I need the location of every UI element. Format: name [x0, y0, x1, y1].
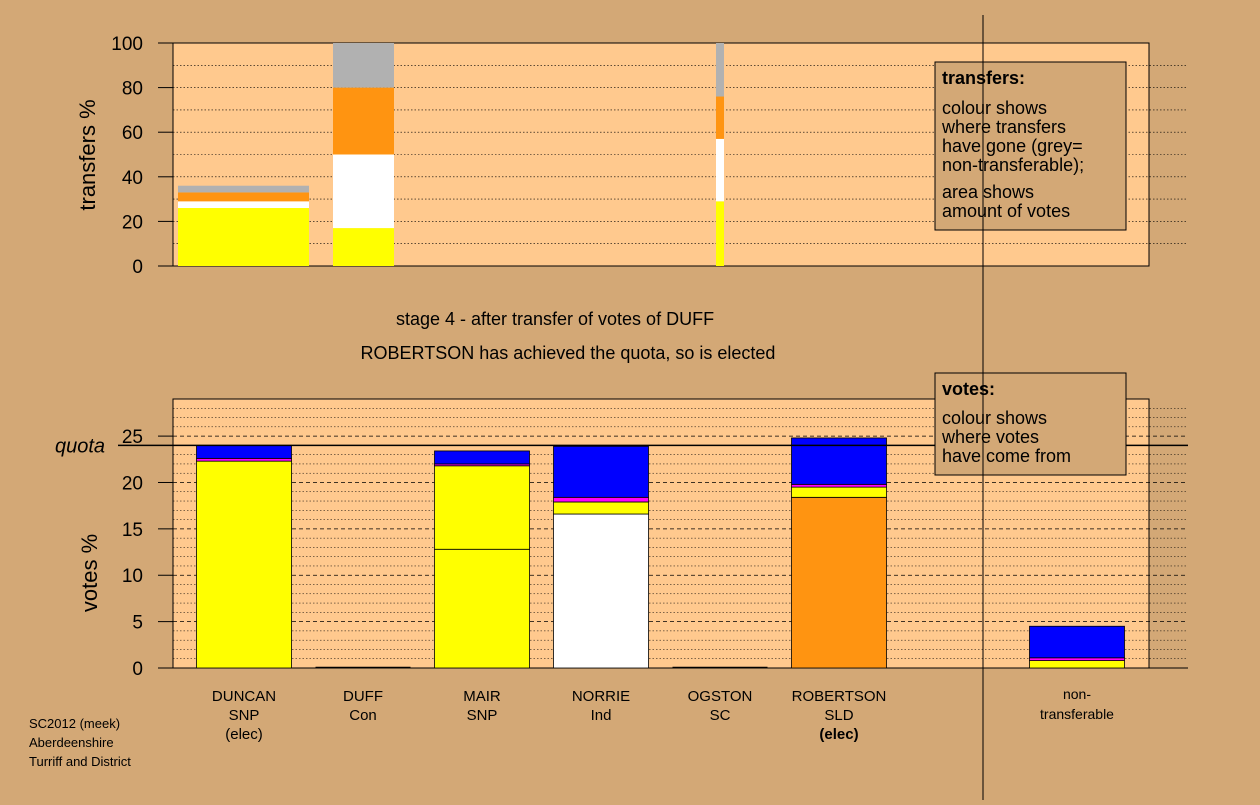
candidate-name: non- [1063, 686, 1091, 702]
transfer-bars [178, 43, 724, 266]
transfers-legend-line: area shows [942, 182, 1034, 202]
transfer-segment [178, 208, 309, 266]
transfers-legend-line: non-transferable); [942, 155, 1084, 175]
candidate-labels: DUNCAN SNP (elec) DUFF Con MAIR SNP NORR… [212, 686, 1114, 743]
transfers-legend-line: have gone (grey= [942, 136, 1083, 156]
candidate-party: SNP [229, 707, 260, 724]
bottom-y-axis: 0 5 10 15 20 25 [122, 427, 173, 680]
transfer-segment [333, 43, 394, 88]
stage-description: stage 4 - after transfer of votes of DUF… [396, 309, 714, 329]
votes-legend-line: have come from [942, 446, 1071, 466]
vote-segment [196, 460, 292, 669]
candidate-name: OGSTON [688, 688, 753, 705]
transfer-segment [333, 154, 394, 229]
candidate-party: SC [710, 707, 731, 724]
votes-legend-line: colour shows [942, 408, 1047, 428]
footer-line: Turriff and District [29, 754, 131, 769]
vote-segment [791, 496, 887, 669]
transfer-segment [333, 228, 394, 266]
candidate-name: MAIR [463, 688, 501, 705]
candidate-party: transferable [1040, 706, 1114, 722]
transfers-legend-title: transfers: [942, 68, 1025, 88]
candidate-name: DUFF [343, 688, 383, 705]
votes-legend: votes: colour shows where votes have com… [934, 372, 1127, 476]
transfers-legend-line: where transfers [941, 117, 1066, 137]
vote-segment [791, 486, 887, 498]
vote-segment [553, 501, 649, 515]
candidate-party: Ind [591, 707, 612, 724]
y-tick-label: 20 [122, 473, 143, 494]
votes-legend-line: where votes [941, 427, 1039, 447]
transfers-legend-line: colour shows [942, 98, 1047, 118]
y-tick-label: 25 [122, 427, 143, 448]
candidate-party: Con [349, 707, 377, 724]
y-tick-label: 40 [122, 168, 143, 189]
transfer-segment [178, 201, 309, 209]
vote-segment [553, 445, 649, 498]
transfer-segment [716, 138, 724, 202]
vote-segment [553, 513, 649, 669]
footer-line: Aberdeenshire [29, 735, 114, 750]
y-tick-label: 100 [111, 34, 143, 55]
y-tick-label: 0 [132, 659, 143, 680]
transfer-segment [178, 185, 309, 193]
vote-segment [1029, 660, 1125, 669]
vote-segment [434, 548, 530, 669]
transfer-segment [178, 192, 309, 202]
y-tick-label: 15 [122, 520, 143, 541]
transfer-segment [333, 87, 394, 155]
transfer-segment [716, 96, 724, 139]
vote-segment [196, 444, 292, 459]
candidate-party: SNP [467, 707, 498, 724]
vote-segment [196, 457, 292, 462]
quota-label: quota [55, 435, 105, 457]
transfer-segment [716, 43, 724, 97]
transfer-segment [716, 201, 724, 266]
top-y-axis-label: transfers % [75, 99, 100, 210]
y-tick-label: 20 [122, 212, 143, 233]
vote-segment [434, 450, 530, 465]
stage-result: ROBERTSON has achieved the quota, so is … [361, 343, 776, 363]
transfers-legend-line: amount of votes [942, 201, 1070, 221]
y-tick-label: 5 [132, 613, 143, 634]
bottom-y-axis-label: votes % [77, 534, 102, 612]
transfers-legend: transfers: colour shows where transfers … [934, 61, 1127, 231]
candidate-name: NORRIE [572, 688, 630, 705]
votes-legend-title: votes: [942, 379, 995, 399]
vote-segment [553, 496, 649, 503]
vote-segment [434, 465, 530, 550]
y-tick-label: 0 [132, 257, 143, 278]
vote-segment [1029, 625, 1125, 659]
vote-segment [1029, 657, 1125, 661]
y-tick-label: 80 [122, 79, 143, 100]
vote-segment [791, 483, 887, 488]
candidate-status: (elec) [819, 726, 858, 743]
y-tick-label: 60 [122, 123, 143, 144]
top-y-axis: 0 20 40 60 80 100 [111, 34, 173, 278]
candidate-party: SLD [824, 707, 853, 724]
footer-line: SC2012 (meek) [29, 716, 120, 731]
y-tick-label: 10 [122, 566, 143, 587]
candidate-name: ROBERTSON [792, 688, 887, 705]
candidate-status: (elec) [225, 726, 263, 743]
vote-bars [196, 437, 1125, 669]
candidate-name: DUNCAN [212, 688, 276, 705]
